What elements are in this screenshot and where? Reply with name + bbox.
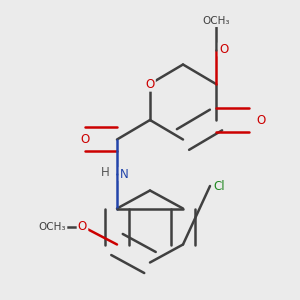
Text: O: O — [256, 113, 266, 127]
Text: O: O — [81, 133, 90, 146]
Text: OCH₃: OCH₃ — [39, 221, 66, 232]
Text: OCH₃: OCH₃ — [202, 16, 230, 26]
Text: O: O — [219, 43, 228, 56]
Text: Cl: Cl — [213, 179, 225, 193]
Text: N: N — [120, 167, 129, 181]
Text: O: O — [78, 220, 87, 233]
Text: O: O — [146, 77, 154, 91]
Text: H: H — [101, 166, 110, 179]
